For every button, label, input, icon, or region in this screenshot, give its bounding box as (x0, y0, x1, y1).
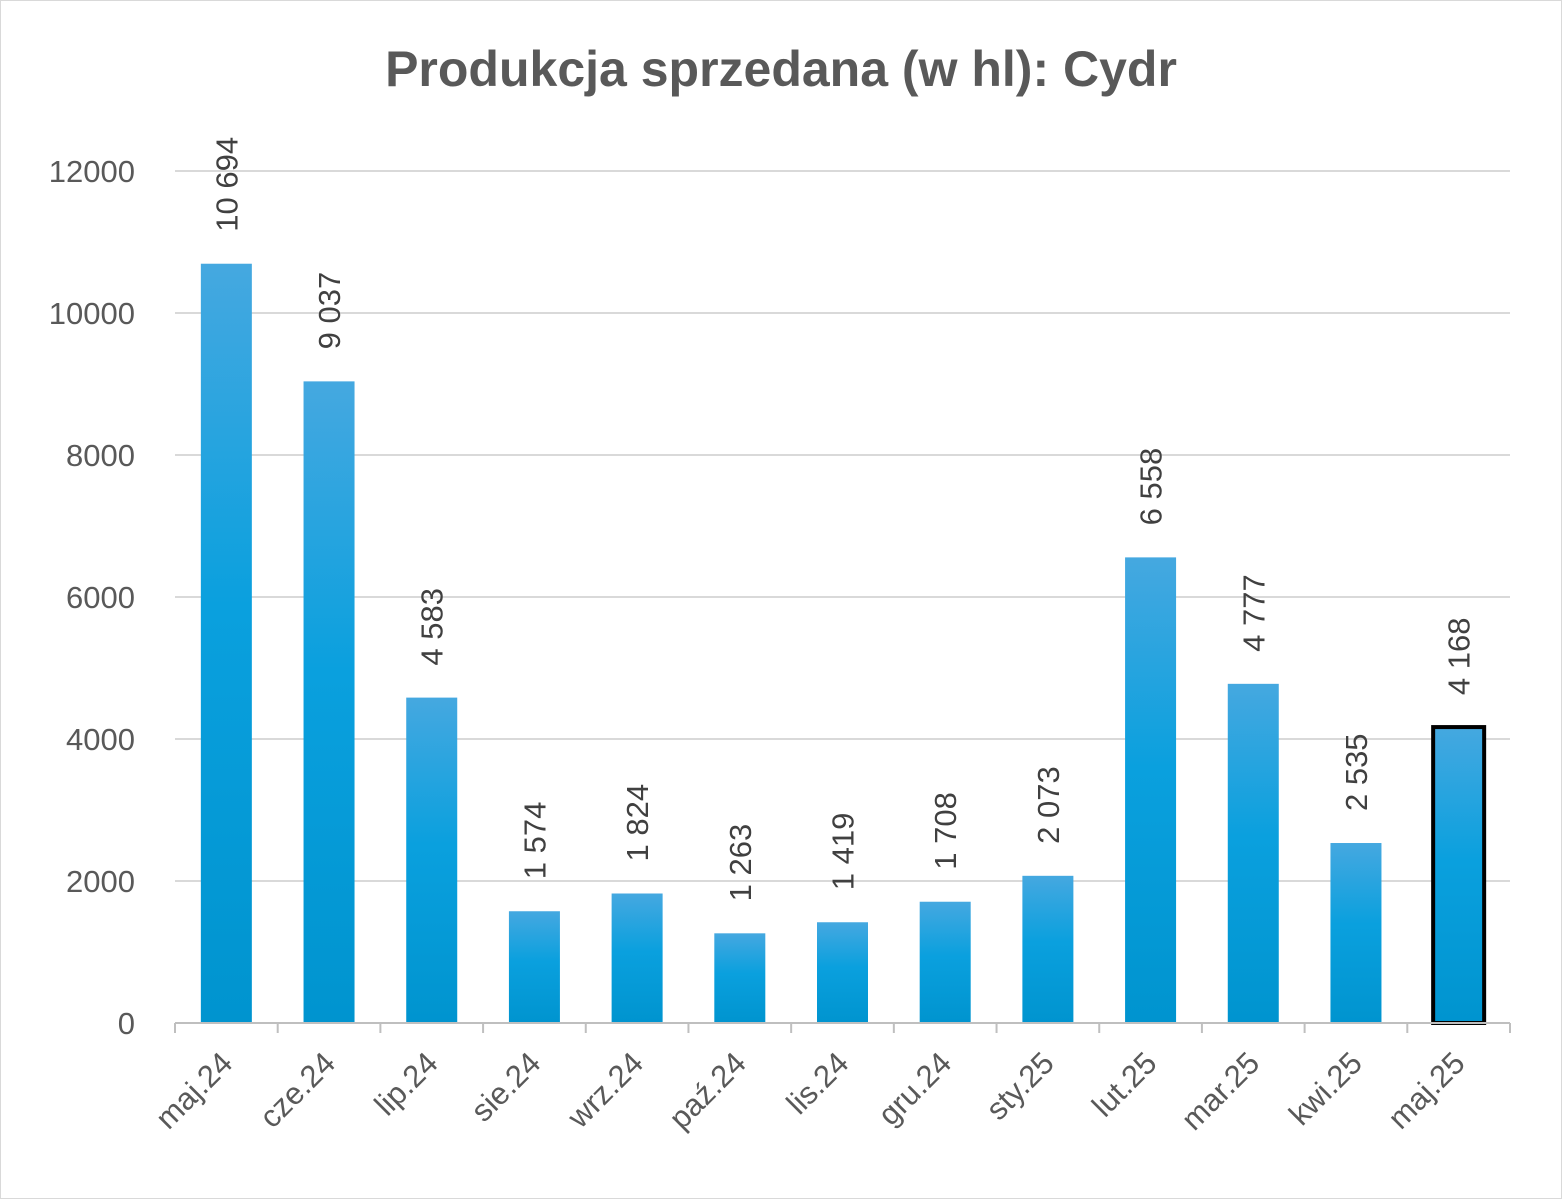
y-tick-label: 10000 (49, 296, 135, 331)
data-label: 4 168 (1442, 617, 1477, 695)
bar (919, 901, 971, 1023)
data-label: 6 558 (1134, 448, 1169, 526)
x-tick-label: sie.24 (464, 1045, 547, 1128)
x-tick-label: wrz.24 (560, 1045, 650, 1135)
y-tick-label: 8000 (66, 438, 135, 473)
bar (406, 697, 458, 1023)
x-tick-label: gru.24 (871, 1045, 958, 1132)
bar (1330, 843, 1382, 1023)
x-tick-label: maj.25 (1381, 1045, 1472, 1136)
data-label: 1 263 (723, 824, 758, 902)
bar (1125, 557, 1177, 1023)
data-label: 2 535 (1339, 733, 1374, 811)
data-label: 1 824 (620, 784, 655, 862)
bar (200, 263, 252, 1023)
y-tick-label: 12000 (49, 154, 135, 189)
data-label: 1 419 (826, 813, 861, 891)
data-label: 1 708 (928, 792, 963, 870)
x-tick-label: lip.24 (368, 1045, 445, 1122)
x-tick-label: lut.25 (1085, 1045, 1163, 1123)
data-label: 10 694 (209, 137, 244, 232)
bar (714, 933, 766, 1023)
x-tick-label: lis.24 (780, 1045, 856, 1121)
y-tick-label: 0 (118, 1006, 135, 1041)
x-tick-label: sty.25 (979, 1045, 1061, 1127)
data-label: 2 073 (1031, 766, 1066, 844)
y-tick-label: 6000 (66, 580, 135, 615)
chart-title: Produkcja sprzedana (w hl): Cydr (385, 41, 1177, 97)
x-tick-label: maj.24 (149, 1045, 240, 1136)
bar (611, 893, 663, 1023)
bar (1227, 683, 1279, 1023)
y-tick-label: 4000 (66, 722, 135, 757)
x-tick-label: mar.25 (1174, 1045, 1266, 1137)
bar (1431, 725, 1487, 1026)
data-label: 4 777 (1236, 574, 1271, 652)
data-label: 1 574 (517, 802, 552, 880)
x-tick-label: kwi.25 (1282, 1045, 1369, 1132)
bar (1022, 875, 1074, 1023)
data-label: 4 583 (415, 588, 450, 666)
data-label: 9 037 (312, 272, 347, 350)
bar (817, 922, 868, 1023)
x-tick-label: paź.24 (662, 1045, 753, 1136)
x-tick-label: cze.24 (253, 1045, 342, 1134)
bar (303, 381, 355, 1023)
y-tick-label: 2000 (66, 864, 135, 899)
bar (508, 911, 560, 1023)
